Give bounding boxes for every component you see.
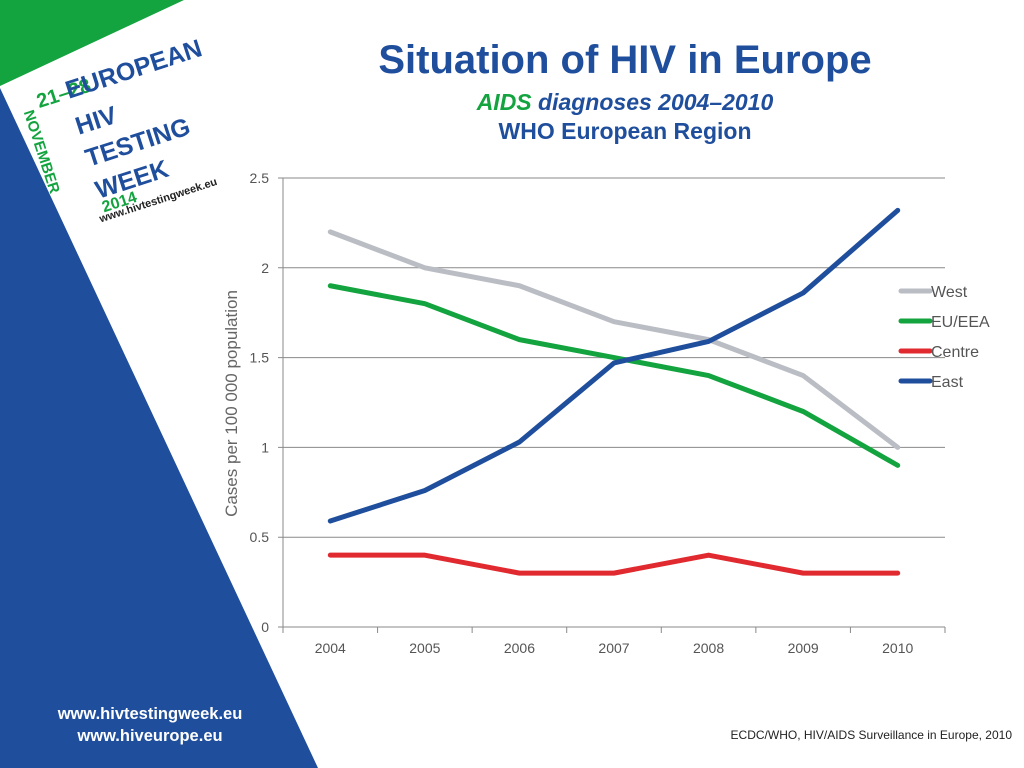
legend-label: Centre [931, 344, 979, 361]
slide-subtitle: AIDS diagnoses 2004–2010 [300, 88, 950, 117]
y-tick-label: 2.5 [250, 170, 270, 186]
blue-diagonal-shape [0, 88, 318, 768]
legend-label: East [931, 374, 964, 391]
slide-title: Situation of HIV in Europe [378, 38, 872, 82]
hiveurope-link[interactable]: www.hiveurope.eu [77, 727, 223, 745]
x-tick-label: 2008 [693, 640, 724, 656]
y-tick-label: 1.5 [250, 350, 270, 366]
url-list: www.hivtestingweek.eu www.hiveurope.eu [20, 703, 280, 747]
y-tick-label: 0.5 [250, 529, 270, 545]
y-tick-label: 0 [261, 619, 269, 635]
y-tick-label: 2 [261, 260, 269, 276]
x-tick-label: 2009 [788, 640, 819, 656]
legend-label: West [931, 284, 968, 301]
y-tick-label: 1 [261, 439, 269, 455]
x-tick-label: 2007 [598, 640, 629, 656]
series-line-eu-eea [327, 283, 901, 468]
green-corner-shape [0, 0, 184, 86]
legend-label: EU/EEA [931, 314, 990, 331]
subtitle-rest: diagnoses 2004–2010 [531, 89, 774, 115]
hivtestingweek-link[interactable]: www.hivtestingweek.eu [57, 705, 243, 723]
slide-region: WHO European Region [498, 118, 752, 144]
series-line-east [327, 207, 901, 524]
y-axis-label: Cases per 100 000 population [222, 290, 241, 517]
x-tick-label: 2005 [409, 640, 440, 656]
series-line-west [327, 229, 901, 450]
x-tick-label: 2010 [882, 640, 913, 656]
title-block: Situation of HIV in Europe AIDS diagnose… [300, 36, 950, 146]
subtitle-highlight: AIDS [476, 89, 532, 115]
series-line-centre [327, 552, 901, 576]
source-note: ECDC/WHO, HIV/AIDS Surveillance in Europ… [730, 728, 1012, 742]
x-tick-label: 2006 [504, 640, 535, 656]
x-tick-label: 2004 [315, 640, 346, 656]
